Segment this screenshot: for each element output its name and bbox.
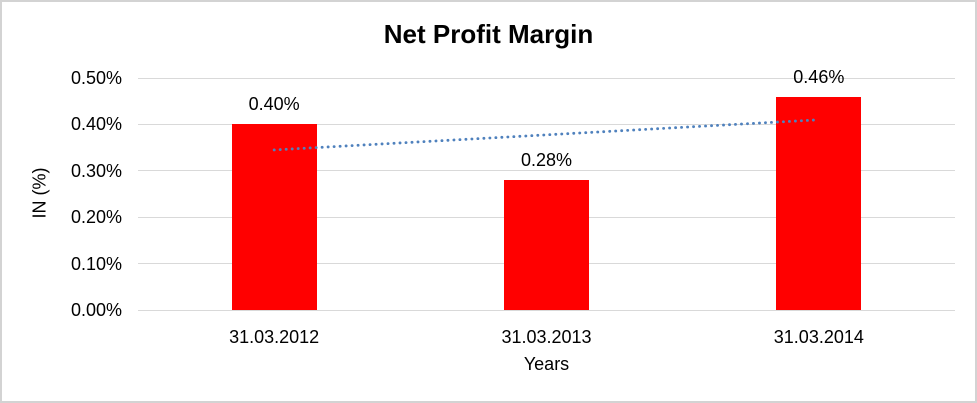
y-tick-label: 0.00% bbox=[70, 300, 122, 320]
x-axis-title: Years bbox=[523, 354, 570, 374]
gridline bbox=[138, 309, 955, 311]
y-tick-label: 0.40% bbox=[70, 114, 122, 135]
plot-area: 0.50% 0.40% 0.30% 0.20% 0.10% 0.00% 0.40% 31.03… bbox=[71, 67, 955, 347]
x-tick-label: 31.03.2014 bbox=[773, 327, 864, 347]
data-label: 0.40% bbox=[248, 94, 300, 115]
bar bbox=[776, 96, 862, 310]
gridline bbox=[138, 77, 955, 79]
chart-title: Net Profit Margin bbox=[383, 19, 594, 49]
trendline bbox=[272, 118, 821, 152]
x-tick-label: 31.03.2012 bbox=[229, 327, 320, 347]
y-tick-label: 0.50% bbox=[70, 68, 122, 88]
x-tick-label: 31.03.2013 bbox=[501, 327, 592, 347]
y-tick-label: 0.20% bbox=[70, 207, 122, 228]
y-tick-label: 0.10% bbox=[70, 253, 122, 274]
data-label: 0.28% bbox=[520, 150, 573, 171]
trendline-svg bbox=[272, 118, 821, 152]
gridline bbox=[138, 170, 955, 172]
bar bbox=[231, 124, 317, 310]
data-label: 0.46% bbox=[793, 66, 845, 87]
gridline bbox=[138, 123, 955, 125]
y-tick-label: 0.30% bbox=[70, 160, 122, 181]
bar bbox=[504, 180, 589, 310]
